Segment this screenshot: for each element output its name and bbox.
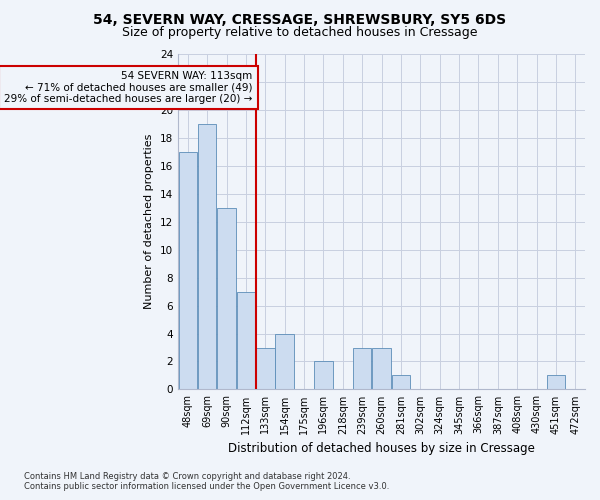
Text: Size of property relative to detached houses in Cressage: Size of property relative to detached ho… (122, 26, 478, 39)
Bar (353, 348, 371, 390)
Bar (217, 208, 236, 390)
Bar (392, 376, 410, 390)
Text: 54, SEVERN WAY, CRESSAGE, SHREWSBURY, SY5 6DS: 54, SEVERN WAY, CRESSAGE, SHREWSBURY, SY… (94, 12, 506, 26)
Text: 54 SEVERN WAY: 113sqm
← 71% of detached houses are smaller (49)
29% of semi-deta: 54 SEVERN WAY: 113sqm ← 71% of detached … (4, 71, 253, 104)
Bar (237, 292, 255, 390)
Bar (373, 348, 391, 390)
Bar (256, 348, 275, 390)
Bar (547, 376, 565, 390)
X-axis label: Distribution of detached houses by size in Cressage: Distribution of detached houses by size … (228, 442, 535, 455)
Text: Contains HM Land Registry data © Crown copyright and database right 2024.
Contai: Contains HM Land Registry data © Crown c… (24, 472, 389, 491)
Y-axis label: Number of detached properties: Number of detached properties (145, 134, 154, 310)
Bar (179, 152, 197, 390)
Bar (314, 362, 332, 390)
Bar (198, 124, 217, 390)
Bar (275, 334, 294, 390)
